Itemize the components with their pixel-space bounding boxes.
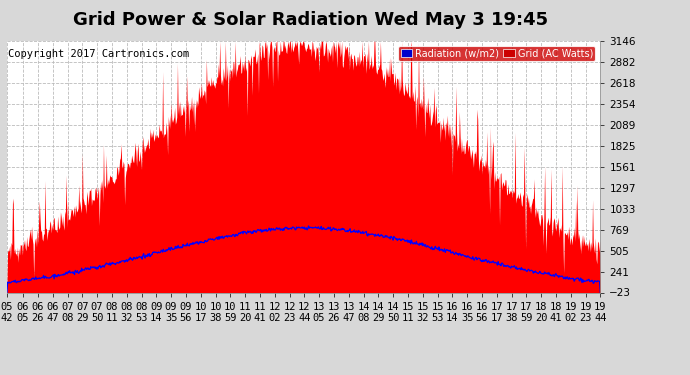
Legend: Radiation (w/m2), Grid (AC Watts): Radiation (w/m2), Grid (AC Watts) — [398, 46, 595, 61]
Text: Grid Power & Solar Radiation Wed May 3 19:45: Grid Power & Solar Radiation Wed May 3 1… — [73, 11, 548, 29]
Text: Copyright 2017 Cartronics.com: Copyright 2017 Cartronics.com — [8, 49, 189, 59]
